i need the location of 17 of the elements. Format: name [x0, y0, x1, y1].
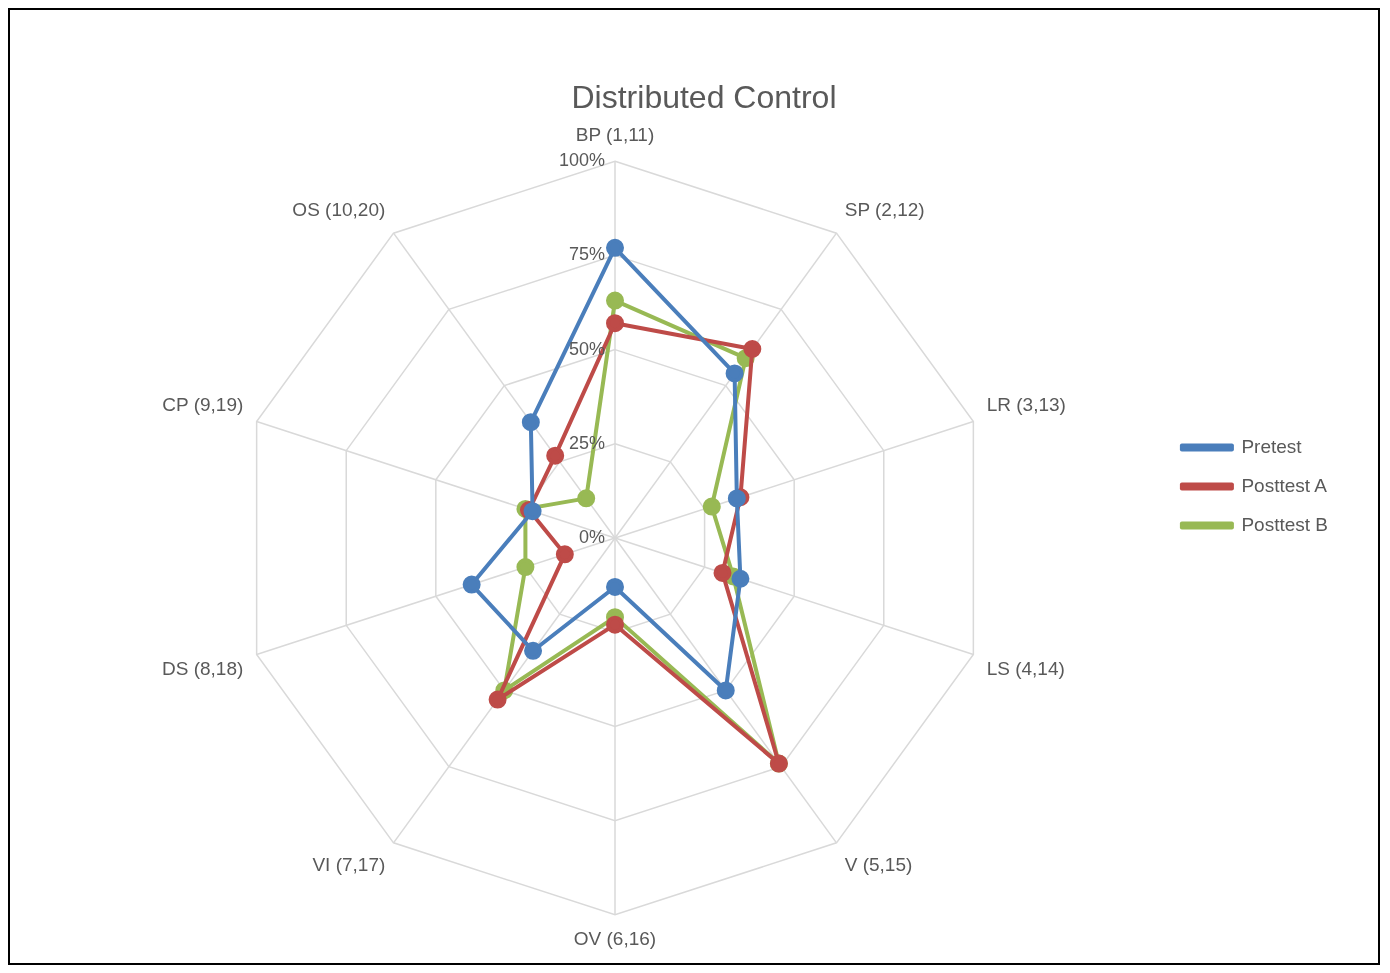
legend-label: Posttest A: [1241, 474, 1328, 496]
spoke-label: LR (3,13): [986, 394, 1066, 416]
spoke-label: LS (4,14): [986, 658, 1065, 680]
spoke-label: SP (2,12): [844, 198, 925, 220]
legend-label: Pretest: [1241, 435, 1303, 457]
spoke-label: BP (1,11): [575, 124, 655, 146]
y-tick-label: 100%: [558, 150, 605, 171]
spoke-label: VI (7,17): [312, 853, 386, 875]
y-tick-label: 0%: [578, 526, 605, 547]
spoke-label: DS (8,18): [162, 658, 244, 680]
legend-label: Posttest B: [1241, 513, 1329, 535]
spoke-label: CP (9,19): [162, 394, 244, 416]
spoke-label: V (5,15): [844, 853, 913, 875]
spoke-label: OV (6,16): [573, 928, 657, 950]
chart-title: Distributed Control: [571, 79, 837, 116]
y-tick-label: 75%: [568, 244, 605, 265]
spoke-label: OS (10,20): [292, 198, 386, 220]
